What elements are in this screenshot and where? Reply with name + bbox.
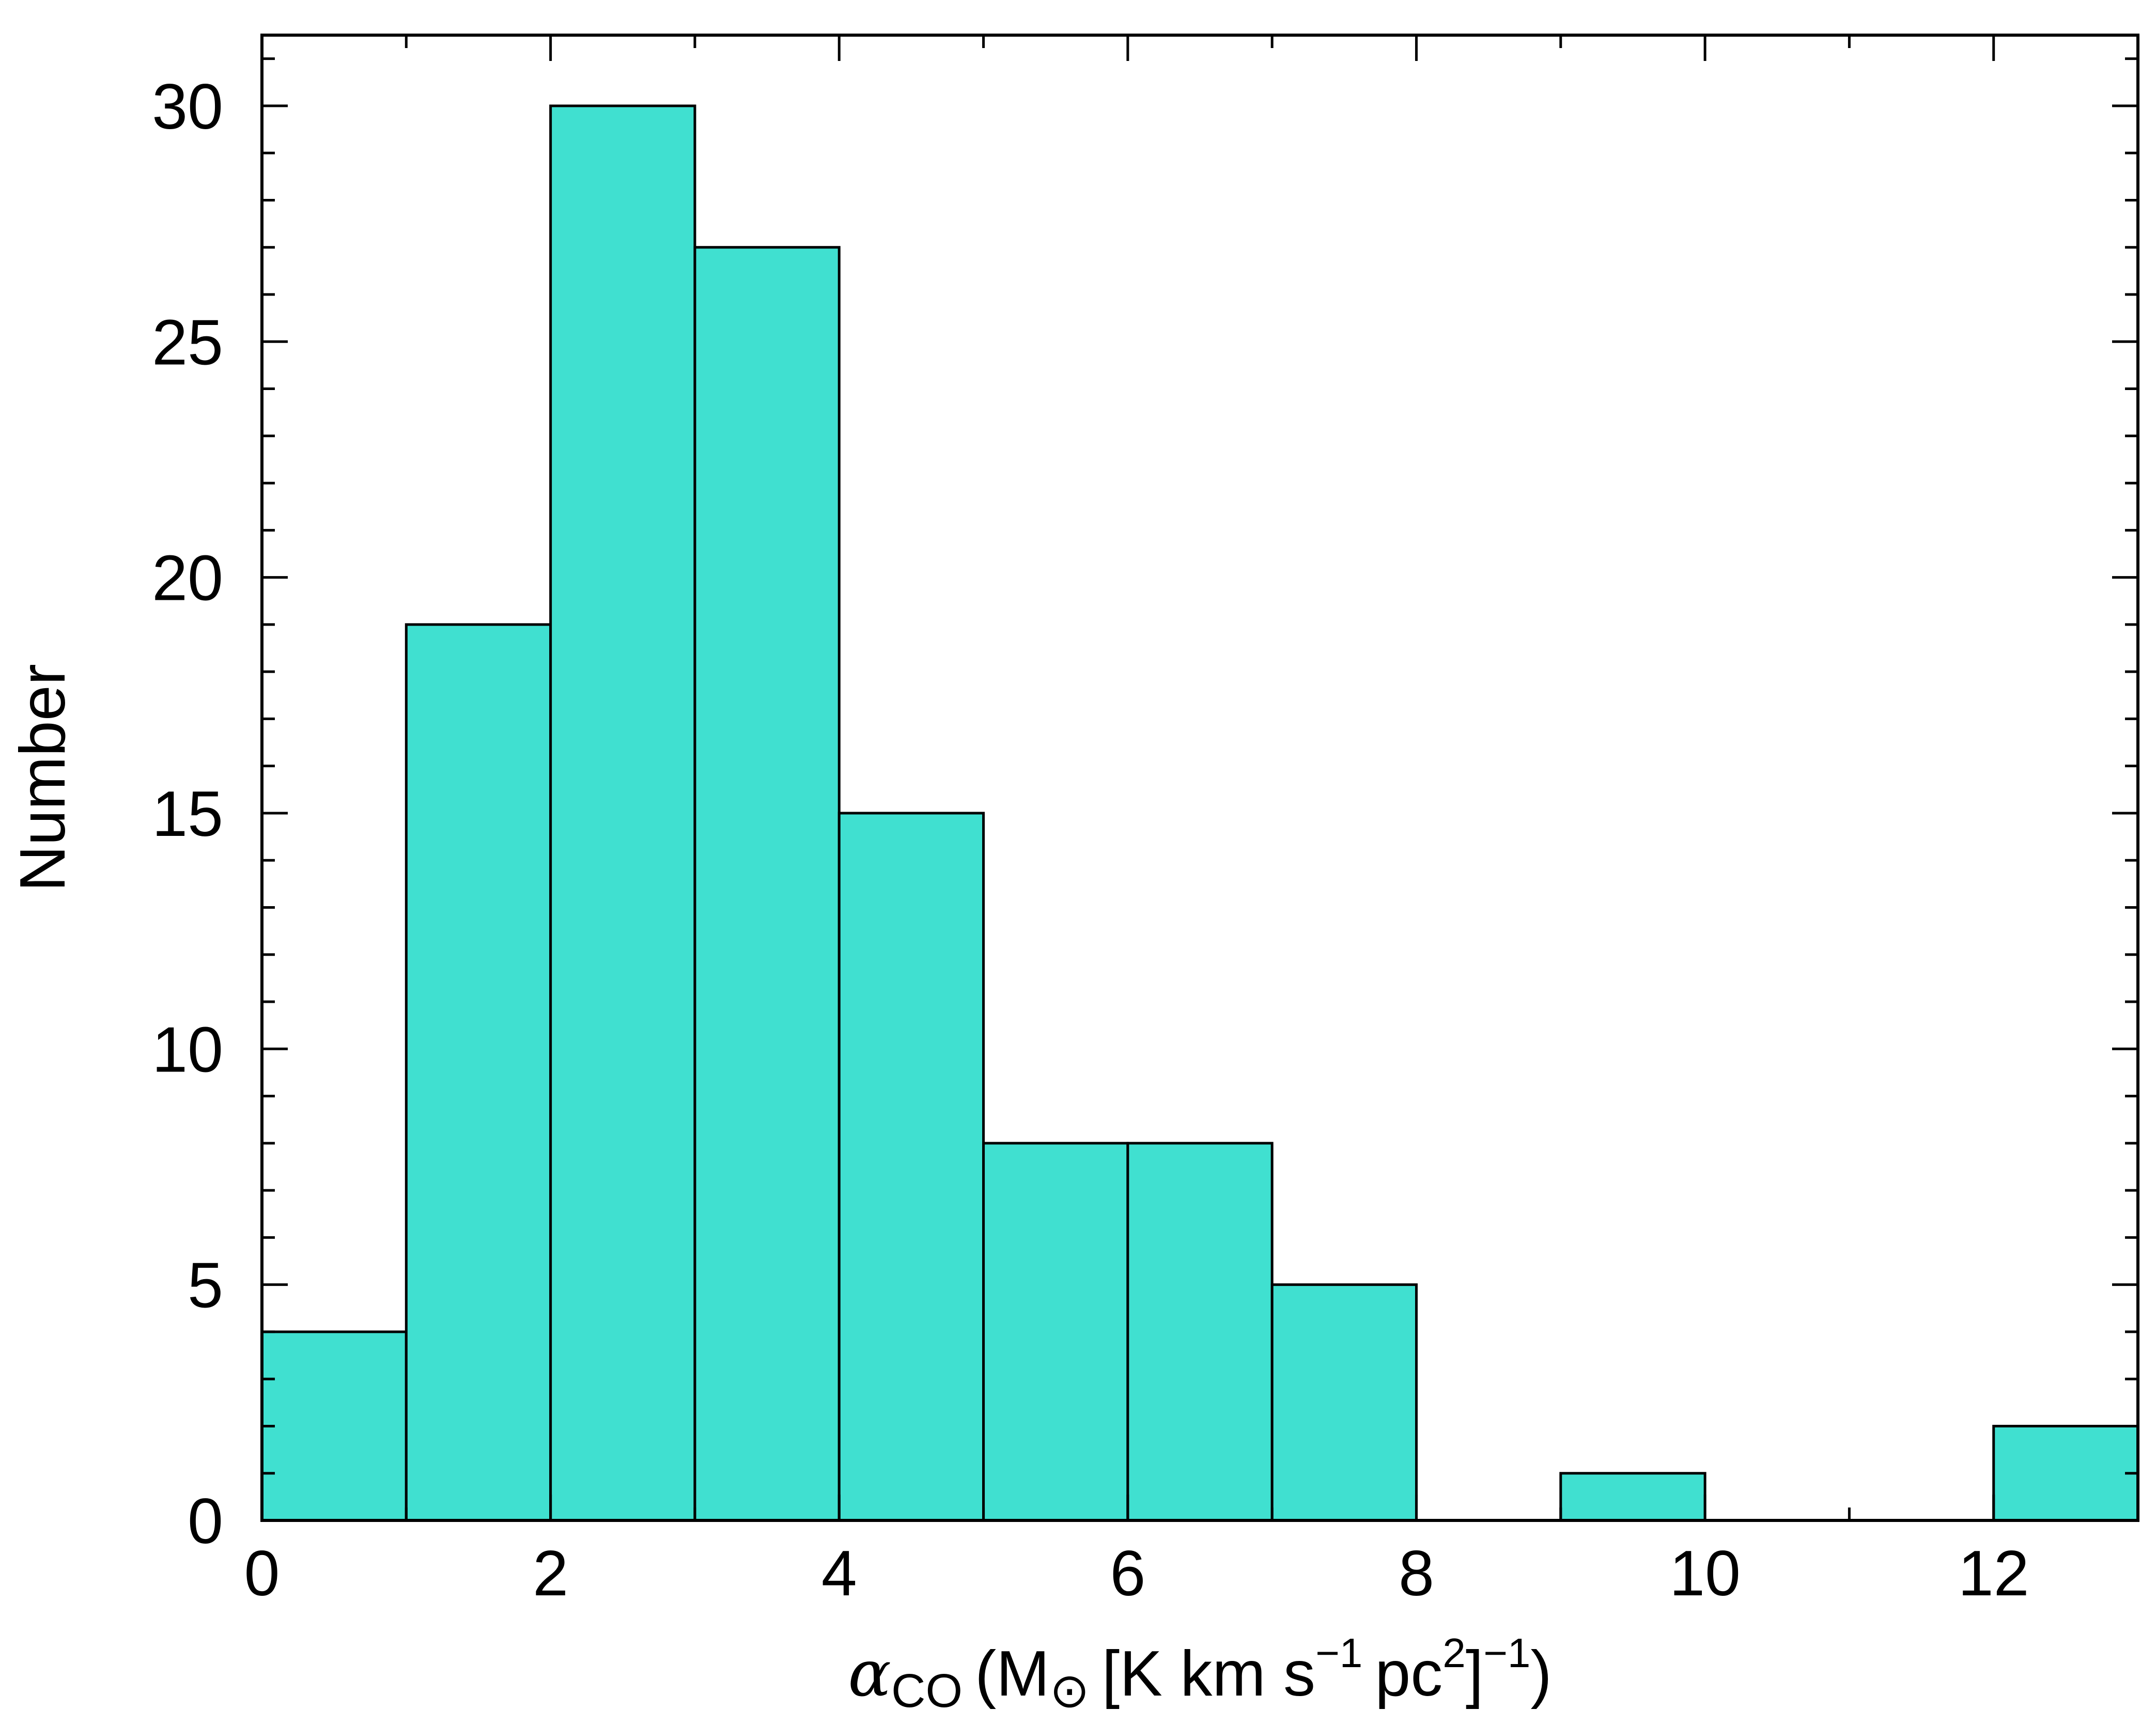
x-tick-label: 0 xyxy=(244,1538,280,1609)
x-tick-labels: 0 2 4 6 8 10 12 xyxy=(244,1538,2029,1609)
x-tick-label: 2 xyxy=(533,1538,568,1609)
y-tick-label: 0 xyxy=(188,1486,223,1557)
y-tick-label: 25 xyxy=(152,307,223,378)
histogram-bar xyxy=(405,623,552,1522)
histogram-bar xyxy=(693,246,841,1522)
alpha-symbol: α xyxy=(848,1637,891,1711)
y-tick-label: 15 xyxy=(152,779,223,850)
histogram-bar xyxy=(982,1142,1129,1522)
x-tick-label: 10 xyxy=(1669,1538,1741,1609)
histogram-bars xyxy=(260,104,2139,1522)
x-tick-label: 6 xyxy=(1110,1538,1145,1609)
xlabel-bracket-open: [K km s xyxy=(1102,1638,1315,1710)
x-tick-label: 12 xyxy=(1958,1538,2029,1609)
histogram-bar xyxy=(1270,1283,1418,1522)
xlabel-close: ) xyxy=(1530,1638,1552,1710)
x-tick-label: 8 xyxy=(1399,1538,1434,1609)
xlabel-pc: pc xyxy=(1375,1638,1442,1710)
y-tick-labels: 0 5 10 15 20 25 30 xyxy=(152,71,223,1557)
y-tick-label: 20 xyxy=(152,543,223,614)
histogram-bar xyxy=(1559,1472,1707,1522)
plot-frame xyxy=(260,34,2139,1522)
histogram-bar xyxy=(1992,1424,2139,1522)
y-tick-label: 10 xyxy=(152,1014,223,1085)
histogram-bar xyxy=(837,812,985,1522)
outer-exponent: −1 xyxy=(1483,1630,1530,1676)
xlabel-open: (M xyxy=(975,1638,1050,1710)
histogram-bar xyxy=(1126,1142,1274,1522)
alpha-subscript: CO xyxy=(891,1665,963,1717)
axis-ticks xyxy=(260,35,2139,1522)
y-tick-label: 5 xyxy=(188,1250,223,1322)
histogram-bar xyxy=(260,1330,408,1522)
y-axis-label: Number xyxy=(7,664,79,892)
sun-subscript: ⊙ xyxy=(1050,1665,1090,1717)
y-tick-label: 30 xyxy=(152,71,223,143)
x-tick-label: 4 xyxy=(821,1538,857,1609)
histogram-bar xyxy=(549,104,696,1522)
pc-exponent: 2 xyxy=(1442,1630,1466,1676)
x-axis-label: αCO (M⊙ [K km s−1 pc2]−1) xyxy=(848,1630,1552,1717)
s-exponent: −1 xyxy=(1315,1630,1362,1676)
xlabel-bracket-close: ] xyxy=(1466,1638,1483,1710)
